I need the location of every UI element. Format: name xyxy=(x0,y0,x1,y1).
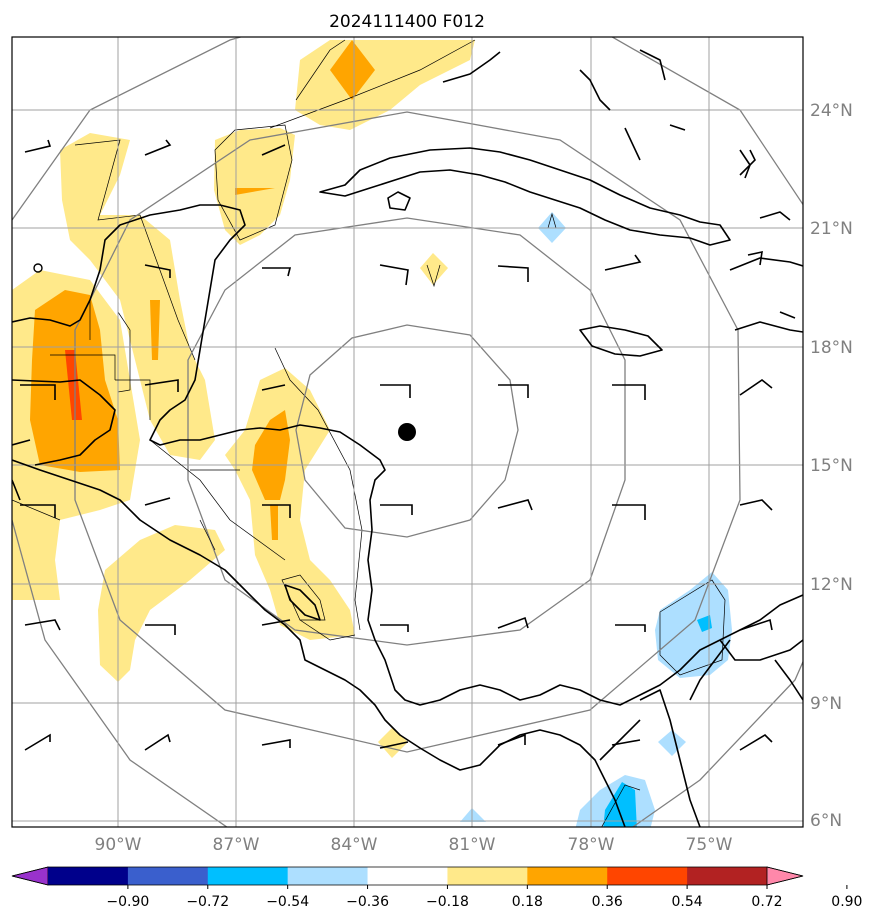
colorbar-tick-label: 0.90 xyxy=(831,894,862,910)
colorbar-tick-label: −0.36 xyxy=(346,894,389,910)
shade-red-west xyxy=(65,350,82,420)
shade-orange-honduras xyxy=(252,410,290,500)
shade-orange-small-2 xyxy=(150,300,160,360)
lon-label: 84°W xyxy=(331,835,378,855)
shade-lightblue-small-3 xyxy=(460,808,486,822)
colorbar-swatch xyxy=(447,867,528,885)
shade-lightblue-east xyxy=(655,572,732,678)
lat-label: 18°N xyxy=(810,338,853,358)
colorbar-tick-label: 0.18 xyxy=(512,894,543,910)
shade-orange-yucatan xyxy=(235,188,275,195)
colorbar-frame xyxy=(11,866,804,886)
lon-label: 75°W xyxy=(686,835,733,855)
lon-label: 78°W xyxy=(568,835,615,855)
lat-label: 24°N xyxy=(810,101,853,121)
borders xyxy=(12,300,356,641)
coastlines xyxy=(12,49,803,827)
lat-label: 15°N xyxy=(810,456,853,476)
latitude-labels: 24°N 21°N 18°N 15°N 12°N 9°N 6°N xyxy=(810,101,853,831)
map-title: 2024111400 F012 xyxy=(329,12,485,32)
shade-lightblue-small-2 xyxy=(658,730,686,756)
graticule xyxy=(12,37,803,827)
colorbar-tick-label: −0.72 xyxy=(186,894,229,910)
range-rings xyxy=(12,37,803,827)
colorbar-swatch xyxy=(287,867,369,885)
colorbar-extend-high xyxy=(766,866,804,886)
shade-cyan-south xyxy=(603,782,637,827)
shade-orange-north xyxy=(330,40,375,100)
colorbar-tick-label: −0.18 xyxy=(426,894,469,910)
colorbar: −0.90 −0.72 −0.54 −0.36 −0.18 0.18 0.36 0.54 0.7… xyxy=(11,866,862,910)
shade-cyan-east xyxy=(697,615,712,632)
shaded-field xyxy=(12,40,732,827)
lat-label: 9°N xyxy=(810,694,842,714)
colorbar-tick-label: 0.72 xyxy=(751,894,782,910)
lon-label: 81°W xyxy=(449,835,496,855)
shade-yellow-yucatan-col xyxy=(214,128,295,245)
colorbar-swatch xyxy=(607,867,688,885)
colorbar-tick-label: −0.90 xyxy=(106,894,149,910)
lon-label: 87°W xyxy=(213,835,260,855)
colorbar-tick-label: 0.54 xyxy=(672,894,703,910)
colorbar-swatch xyxy=(48,867,129,885)
longitude-labels: 90°W 87°W 84°W 81°W 78°W 75°W xyxy=(95,835,733,855)
contour-lines xyxy=(74,39,726,827)
shade-orange-small xyxy=(270,505,278,540)
lat-label: 21°N xyxy=(810,219,853,239)
lon-label: 90°W xyxy=(95,835,142,855)
colorbar-extend-low xyxy=(11,866,49,886)
colorbar-swatch xyxy=(367,867,448,885)
wind-barbs xyxy=(20,127,773,751)
lat-label: 6°N xyxy=(810,811,842,831)
lat-label: 12°N xyxy=(810,575,853,595)
colorbar-swatch xyxy=(127,867,209,885)
shade-yellow-pacific xyxy=(98,525,225,682)
shade-yellow-honduras xyxy=(225,368,355,640)
colorbar-tick-label: 0.36 xyxy=(592,894,623,910)
colorbar-tick-label: −0.54 xyxy=(266,894,309,910)
colorbar-swatch xyxy=(527,867,608,885)
shade-yellow-small-1 xyxy=(420,253,448,285)
colorbar-swatch xyxy=(687,867,768,885)
colorbar-swatch xyxy=(207,867,289,885)
storm-center-marker xyxy=(398,423,416,441)
shade-yellow-west-upper xyxy=(60,133,215,460)
map-frame xyxy=(11,36,804,828)
